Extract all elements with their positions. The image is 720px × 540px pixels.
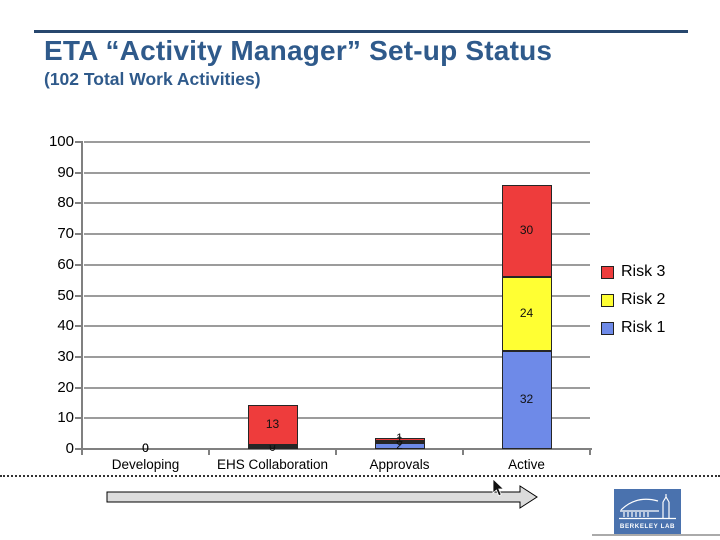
bar-segment — [501, 350, 552, 449]
bar-value-label: 0 — [142, 441, 149, 455]
y-axis-label: 50 — [57, 286, 74, 304]
cursor-icon — [492, 479, 505, 497]
legend: Risk 3 Risk 2 Risk 1 — [601, 263, 665, 337]
category-label: Active — [508, 457, 545, 472]
bar-segment — [247, 445, 298, 447]
bar-value-label: 1 — [396, 431, 403, 446]
gridline — [84, 202, 590, 205]
legend-swatch — [601, 265, 614, 279]
y-axis-label: 100 — [48, 133, 74, 150]
bar-value-label: 30 — [519, 223, 534, 238]
y-axis-line — [81, 141, 83, 450]
bar-segment — [501, 184, 552, 278]
x-axis-tick — [335, 450, 337, 455]
bar-value-label: 0 — [396, 433, 403, 448]
category-label: Approvals — [369, 457, 430, 472]
timeline-arrow — [106, 485, 538, 509]
y-axis-tick — [75, 171, 81, 174]
legend-swatch — [601, 321, 614, 335]
y-axis-tick — [75, 141, 81, 143]
x-axis-tick — [462, 450, 464, 455]
legend-label: Risk 3 — [621, 263, 666, 280]
bar-value-label: 2 — [396, 437, 403, 452]
footer-line — [592, 534, 720, 536]
y-axis-label: 90 — [57, 163, 74, 181]
legend-item: Risk 3 — [601, 263, 665, 281]
dotted-separator — [0, 475, 720, 477]
y-axis-tick — [75, 202, 81, 205]
gridline — [84, 171, 590, 174]
berkeley-lab-logo: BERKELEY LAB — [614, 489, 681, 534]
gridline — [84, 417, 590, 420]
x-axis-tick — [589, 450, 591, 455]
gridline — [84, 355, 590, 358]
y-axis-label: 10 — [57, 409, 74, 427]
bar-segment — [374, 440, 425, 443]
logo-building-icon — [619, 494, 676, 520]
y-axis-label: 80 — [57, 194, 74, 212]
gridline — [84, 233, 590, 236]
x-axis-tick — [81, 450, 83, 455]
bar-value-label: 13 — [265, 417, 280, 432]
legend-label: Risk 1 — [621, 319, 666, 336]
category-label: EHS Collaboration — [216, 457, 329, 472]
y-axis-tick — [75, 294, 81, 297]
y-axis-tick — [75, 448, 81, 450]
y-axis-tick — [75, 355, 81, 358]
category-label: Developing — [111, 457, 180, 472]
x-axis-tick — [208, 450, 210, 455]
y-axis-label: 60 — [57, 255, 74, 273]
y-axis-tick — [75, 233, 81, 236]
gridline — [84, 325, 590, 328]
gridline — [84, 386, 590, 389]
bar-segment — [374, 437, 425, 441]
gridline — [84, 141, 590, 143]
bar-segment — [501, 277, 552, 351]
y-axis-label: 20 — [57, 378, 74, 396]
plot-area: 0 0 0 0 0 13 2 0 1 32 24 30 — [82, 141, 590, 455]
y-axis-tick — [75, 325, 81, 328]
y-axis-tick — [75, 386, 81, 389]
slide-subtitle: (102 Total Work Activities) — [44, 69, 261, 89]
legend-label: Risk 2 — [621, 291, 666, 308]
y-axis-tick — [75, 263, 81, 266]
bar-value-label: 0 — [142, 441, 149, 455]
legend-item: Risk 1 — [601, 319, 665, 337]
bar-value-label: 0 — [269, 440, 276, 454]
bar-value-label: 24 — [519, 305, 534, 320]
y-axis-label: 0 — [65, 440, 74, 457]
bar-segment — [247, 447, 298, 449]
y-axis-label: 30 — [57, 347, 74, 365]
y-axis-label: 40 — [57, 317, 74, 335]
legend-swatch — [601, 293, 614, 307]
title-rule — [34, 30, 688, 33]
bar-value-label: 0 — [269, 438, 276, 452]
bar-segment — [374, 442, 425, 449]
gridline — [84, 294, 590, 297]
logo-text: BERKELEY LAB — [620, 523, 675, 530]
bar-value-label: 32 — [519, 391, 534, 406]
x-axis-line — [81, 448, 592, 450]
slide-title: ETA “Activity Manager” Set-up Status — [44, 35, 553, 66]
y-axis-label: 70 — [57, 225, 74, 243]
gridline — [84, 263, 590, 266]
bar-segment — [247, 405, 298, 445]
bar-value-label: 0 — [142, 441, 149, 455]
legend-item: Risk 2 — [601, 291, 665, 309]
y-axis-tick — [75, 417, 81, 420]
